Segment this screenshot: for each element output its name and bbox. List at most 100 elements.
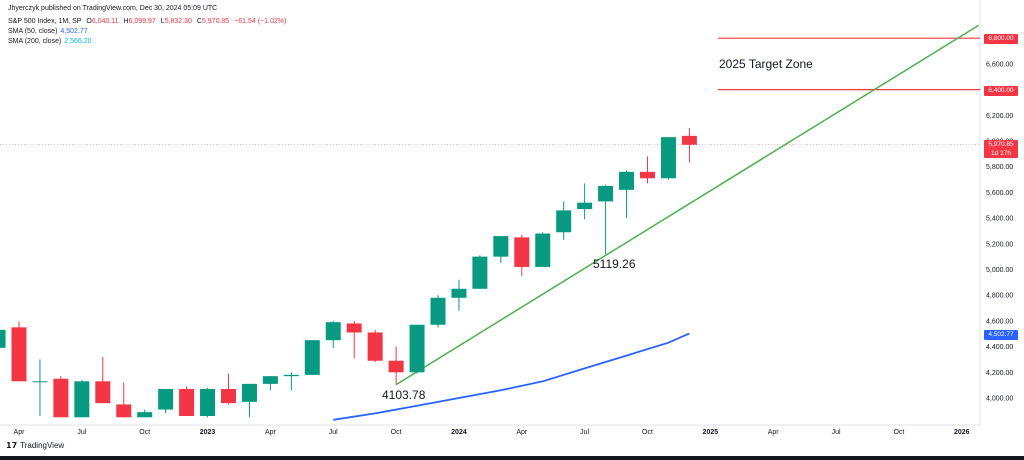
- candle-body: [304, 340, 320, 375]
- candle-body: [0, 329, 6, 348]
- candle-body: [137, 412, 153, 418]
- candle-body: [283, 374, 299, 377]
- y-tick-label: 6,600.00: [986, 61, 1013, 68]
- candle-body: [577, 202, 593, 210]
- candle: [556, 201, 572, 240]
- candle-body: [221, 389, 236, 404]
- candle: [409, 324, 425, 374]
- candle-body: [493, 236, 509, 257]
- candle-body: [32, 381, 48, 383]
- bottom-border: [0, 456, 1024, 460]
- change-label: −61.54 (−1.02%): [234, 18, 287, 25]
- candle: [304, 340, 320, 375]
- candle: [158, 389, 174, 414]
- candle: [179, 386, 195, 416]
- sma50-value: 4,502.77: [60, 28, 88, 35]
- candle: [577, 183, 593, 220]
- candle: [325, 320, 341, 348]
- x-tick-label: 2026: [954, 429, 970, 436]
- ohlc-legend: S&P 500 Index, 1M, SP O6,040.11 H6,099.9…: [8, 17, 289, 26]
- x-tick-label: 2023: [200, 429, 216, 436]
- candle-body: [53, 378, 69, 418]
- sma50-line: [333, 332, 690, 421]
- y-tick-label: 5,600.00: [986, 190, 1013, 197]
- sma50-legend[interactable]: SMA (50, close) 4,502.77: [8, 28, 88, 35]
- tradingview-logo[interactable]: 𝟭𝟳 TradingView: [6, 441, 65, 450]
- y-tick-label: 5,200.00: [986, 241, 1013, 248]
- candle: [660, 137, 676, 180]
- low-2024-label: 5119.26: [593, 257, 636, 271]
- candle: [514, 234, 530, 276]
- candle-body: [158, 389, 174, 410]
- candle: [262, 376, 278, 391]
- y-tick-label: 4,600.00: [986, 318, 1013, 325]
- candle-body: [346, 323, 362, 333]
- candle-body: [325, 322, 341, 341]
- candle: [32, 359, 48, 416]
- x-tick-label: 2024: [451, 429, 467, 436]
- candle-body: [262, 376, 278, 384]
- candle: [681, 128, 697, 163]
- y-tick-label: 4,800.00: [986, 293, 1013, 300]
- tradingview-logo-icon: 𝟭𝟳: [6, 441, 18, 450]
- candle-body: [535, 233, 551, 267]
- candle: [11, 321, 27, 382]
- candle: [200, 387, 216, 418]
- candle: [493, 236, 509, 264]
- candle-body: [640, 171, 655, 179]
- y-tick-label: 4,400.00: [986, 344, 1013, 351]
- candle-body: [241, 383, 257, 402]
- last-price-label: 5,970.85 1d 17h: [984, 140, 1018, 158]
- x-tick-label: Jul: [580, 429, 589, 436]
- time-axis[interactable]: Apr Jul Oct 2023 Apr Jul Oct 2024 Apr Jul Oct 2025 A…: [14, 429, 970, 436]
- x-tick-label: Jul: [832, 429, 841, 436]
- candle-body: [11, 327, 27, 382]
- sma200-legend[interactable]: SMA (200, close) 2,566.20: [8, 38, 92, 45]
- close-label: C5,970.85: [196, 18, 230, 25]
- resistance-6800-label: 6,800.00: [984, 34, 1018, 44]
- x-tick-label: Oct: [139, 429, 150, 436]
- candle-body: [472, 256, 488, 289]
- y-tick-label: 4,000.00: [986, 396, 1013, 403]
- candle-body: [430, 297, 446, 325]
- y-tick-label: 4,200.00: [986, 370, 1013, 377]
- candle: [346, 320, 362, 359]
- resistance-6400-label: 6,400.00: [984, 86, 1018, 96]
- candle-body: [598, 185, 614, 202]
- candle-body: [200, 389, 216, 416]
- candle-body: [95, 381, 111, 404]
- x-tick-label: 2025: [703, 429, 719, 436]
- candle: [137, 409, 153, 418]
- low-label: L5,832.30: [160, 18, 192, 25]
- sma50-path: [333, 332, 690, 421]
- candle: [116, 382, 132, 418]
- x-tick-label: Apr: [516, 429, 528, 436]
- candle: [472, 255, 488, 289]
- resistance-lines: [0, 37, 980, 146]
- candle-body: [514, 237, 530, 267]
- candle: [241, 383, 257, 418]
- candle-body: [451, 288, 467, 298]
- candle: [0, 329, 6, 348]
- candle-body: [116, 404, 132, 418]
- high-label: H6,099.97: [123, 18, 156, 25]
- trendline-segment: [395, 24, 979, 386]
- candle-body: [556, 210, 572, 233]
- candle-body: [409, 324, 425, 373]
- candle-body: [74, 381, 90, 418]
- candle: [535, 232, 551, 267]
- candle: [283, 372, 299, 391]
- x-tick-label: Jul: [77, 429, 86, 436]
- candle: [221, 373, 236, 405]
- sma200-value: 2,566.20: [64, 38, 92, 45]
- x-tick-label: Apr: [14, 429, 26, 436]
- candle: [430, 295, 446, 328]
- candles: [0, 128, 697, 418]
- candle-body: [179, 389, 195, 416]
- x-tick-label: Oct: [642, 429, 653, 436]
- candle: [53, 376, 69, 418]
- symbol-label[interactable]: S&P 500 Index, 1M, SP: [8, 18, 82, 25]
- candle-body: [367, 332, 383, 361]
- x-tick-label: Oct: [391, 429, 402, 436]
